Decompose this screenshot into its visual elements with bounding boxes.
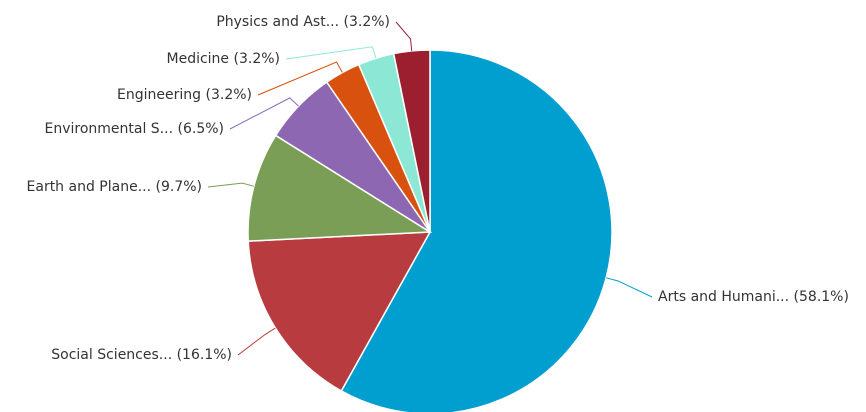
- slice-label: Arts and Humani... (58.1%): [658, 289, 849, 305]
- category-label: Social Sciences...: [51, 347, 172, 363]
- value-label: (16.1%): [177, 347, 232, 363]
- category-label: Engineering: [117, 87, 201, 103]
- slice-label: Earth and Plane... (9.7%): [27, 179, 202, 195]
- leader-line: [285, 46, 377, 60]
- value-label: (58.1%): [794, 289, 849, 305]
- leader-line: [257, 61, 343, 96]
- leader-line: [606, 277, 653, 298]
- category-label: Arts and Humani...: [658, 289, 789, 305]
- slice-label: Medicine (3.2%): [167, 51, 281, 67]
- slice-label: Social Sciences... (16.1%): [51, 347, 232, 363]
- value-label: (3.2%): [206, 87, 253, 103]
- leader-line: [395, 21, 413, 51]
- pie-slice: [247, 231, 432, 392]
- pie-slice: [247, 134, 433, 242]
- leader-line: [229, 97, 299, 130]
- leader-line: [237, 327, 276, 356]
- leader-line: [207, 182, 254, 188]
- value-label: (3.2%): [234, 51, 281, 67]
- slice-label: Physics and Ast... (3.2%): [216, 14, 390, 30]
- category-label: Medicine: [167, 51, 230, 67]
- value-label: (9.7%): [156, 179, 203, 195]
- slice-label: Environmental S... (6.5%): [44, 121, 224, 137]
- pie-slice: [340, 49, 613, 412]
- pie-slice: [392, 49, 431, 233]
- slice-label: Engineering (3.2%): [117, 87, 252, 103]
- value-label: (6.5%): [178, 121, 225, 137]
- value-label: (3.2%): [344, 14, 391, 30]
- category-label: Earth and Plane...: [27, 179, 152, 195]
- category-label: Environmental S...: [44, 121, 173, 137]
- category-label: Physics and Ast...: [216, 14, 339, 30]
